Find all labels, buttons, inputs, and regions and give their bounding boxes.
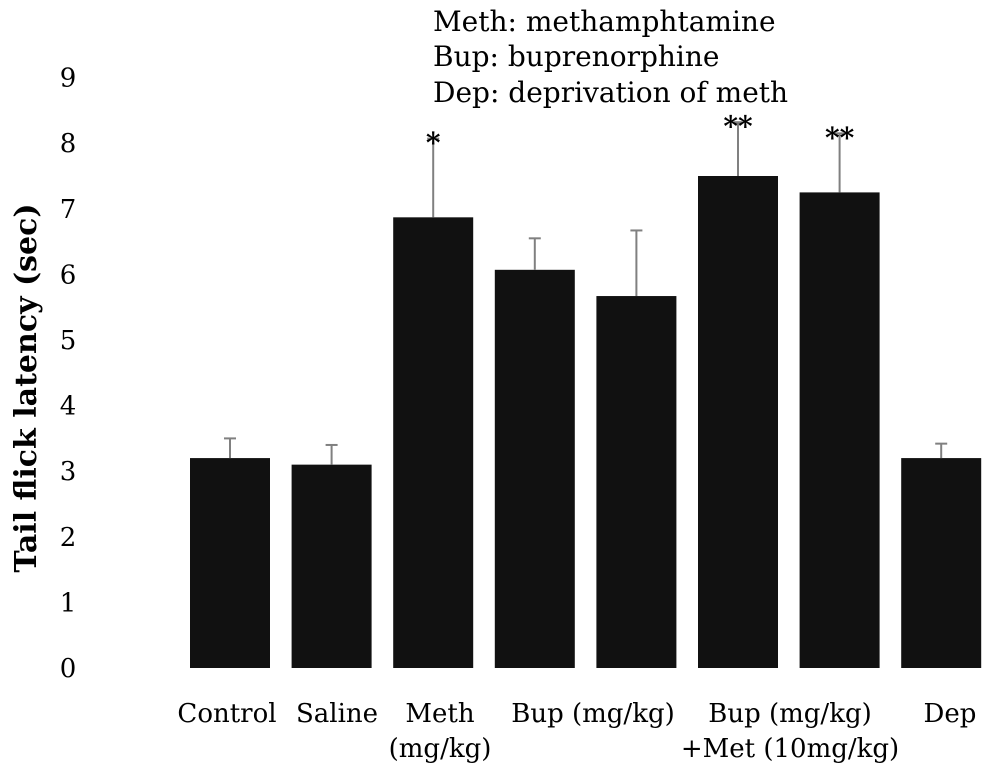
x-category-label: Bup (mg/kg) — [511, 699, 675, 729]
bar — [190, 458, 270, 668]
x-category-label: Meth — [405, 699, 474, 729]
x-category-label: Dep — [924, 699, 977, 729]
legend-line-bup: Bup: buprenorphine — [433, 40, 720, 73]
error-bars — [224, 121, 948, 465]
x-category-label: Bup (mg/kg) — [708, 699, 872, 729]
bar — [596, 296, 677, 668]
significance-mark: ** — [825, 121, 855, 154]
bar — [393, 217, 474, 668]
x-category-label: +Met (10mg/kg) — [681, 734, 899, 764]
y-tick-label: 8 — [60, 129, 77, 159]
bar — [799, 192, 880, 668]
y-tick-label: 1 — [60, 588, 77, 618]
x-category-label: Saline — [296, 699, 378, 729]
legend-line-dep: Dep: deprivation of meth — [433, 76, 788, 109]
y-axis-label: Tail flick latency (sec) — [9, 203, 44, 572]
significance-mark: * — [426, 127, 441, 160]
y-tick-label: 4 — [60, 392, 77, 422]
y-tick-label: 9 — [60, 64, 77, 94]
bar — [494, 269, 575, 668]
bars — [190, 176, 982, 668]
y-tick-label: 7 — [60, 195, 77, 225]
bar — [698, 176, 778, 668]
y-tick-label: 6 — [60, 260, 77, 290]
bar — [291, 464, 372, 668]
bar — [901, 458, 982, 668]
significance-marks: * ** ** — [426, 110, 855, 159]
y-tick-label: 2 — [60, 523, 77, 553]
legend-line-meth: Meth: methamphtamine — [433, 5, 776, 38]
category-labels: Control Saline Meth (mg/kg) Bup (mg/kg) Bup (… — [177, 699, 976, 764]
y-tick-label: 5 — [60, 326, 77, 356]
y-tick-label: 3 — [60, 457, 77, 487]
legend: Meth: methamphtamine Bup: buprenorphine … — [433, 5, 788, 109]
x-category-label: (mg/kg) — [389, 734, 492, 764]
y-axis-ticks: 0 1 2 3 4 5 6 7 8 9 — [60, 64, 77, 684]
y-tick-label: 0 — [60, 654, 77, 684]
significance-mark: ** — [723, 110, 753, 143]
x-category-label: Control — [177, 699, 276, 729]
